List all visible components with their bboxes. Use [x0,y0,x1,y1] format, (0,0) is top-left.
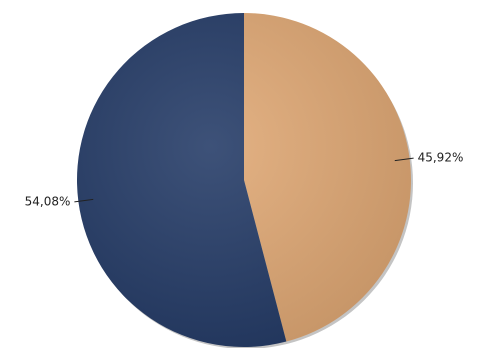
slices [76,13,411,347]
leader-line [74,198,94,203]
data-label: 54,08% [25,194,71,208]
leader-line [394,157,414,162]
labels: 45,92% 54,08% [25,151,464,209]
data-label: 45,92% [418,151,464,165]
